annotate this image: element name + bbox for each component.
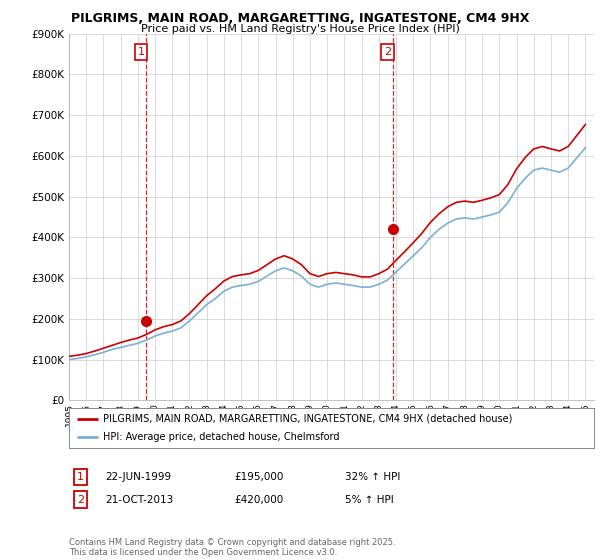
Text: 1: 1 — [77, 472, 84, 482]
Text: 5% ↑ HPI: 5% ↑ HPI — [345, 494, 394, 505]
Text: £420,000: £420,000 — [234, 494, 283, 505]
Text: 1: 1 — [137, 47, 145, 57]
Text: PILGRIMS, MAIN ROAD, MARGARETTING, INGATESTONE, CM4 9HX: PILGRIMS, MAIN ROAD, MARGARETTING, INGAT… — [71, 12, 529, 25]
Text: PILGRIMS, MAIN ROAD, MARGARETTING, INGATESTONE, CM4 9HX (detached house): PILGRIMS, MAIN ROAD, MARGARETTING, INGAT… — [103, 414, 512, 423]
Text: 21-OCT-2013: 21-OCT-2013 — [105, 494, 173, 505]
Text: Contains HM Land Registry data © Crown copyright and database right 2025.
This d: Contains HM Land Registry data © Crown c… — [69, 538, 395, 557]
Text: 32% ↑ HPI: 32% ↑ HPI — [345, 472, 400, 482]
Text: 2: 2 — [384, 47, 391, 57]
Text: Price paid vs. HM Land Registry's House Price Index (HPI): Price paid vs. HM Land Registry's House … — [140, 24, 460, 34]
Text: 22-JUN-1999: 22-JUN-1999 — [105, 472, 171, 482]
Text: 2: 2 — [77, 494, 84, 505]
Text: £195,000: £195,000 — [234, 472, 283, 482]
Text: HPI: Average price, detached house, Chelmsford: HPI: Average price, detached house, Chel… — [103, 432, 340, 442]
